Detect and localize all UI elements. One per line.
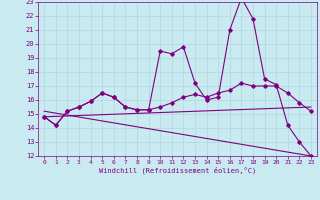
X-axis label: Windchill (Refroidissement éolien,°C): Windchill (Refroidissement éolien,°C)	[99, 167, 256, 174]
